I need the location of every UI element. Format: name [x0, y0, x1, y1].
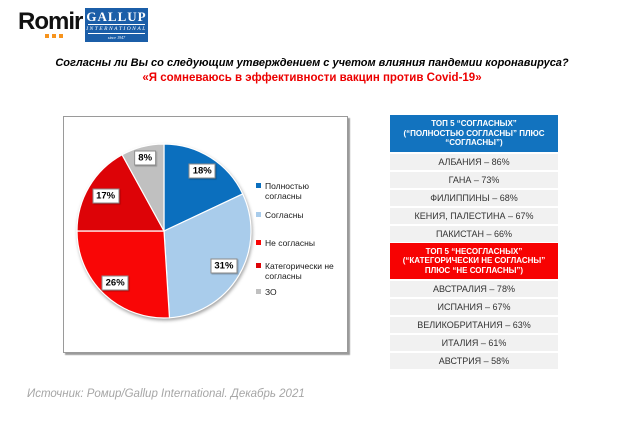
- pie-chart: [76, 143, 252, 319]
- agree-header-line-2: “СОГЛАСНЫ”): [445, 138, 503, 147]
- gallup-logo-title: GALLUP: [86, 9, 147, 24]
- legend-label: Согласны: [265, 210, 304, 220]
- disagree-header-line-0: ТОП 5 “НЕСОГЛАСНЫХ”: [425, 246, 523, 256]
- pie-data-label-2: 26%: [101, 275, 129, 291]
- disagree-row-0: АВСТРАЛИЯ – 78%: [390, 281, 558, 297]
- gallup-logo-subtitle: INTERNATIONAL: [86, 26, 147, 32]
- gallup-logo-since: since 1947: [107, 35, 126, 40]
- pie-slice-3: [76, 153, 166, 232]
- pie-slice-2: [76, 230, 171, 319]
- legend-item-4: ЗО: [256, 287, 344, 297]
- romir-logo: Romir: [18, 8, 83, 35]
- gallup-logo-divider: [88, 33, 145, 34]
- pie-slice-4: [121, 143, 165, 232]
- legend-item-3: Категорически не согласны: [256, 261, 344, 281]
- disagree-header-line-2: ПЛЮС “НЕ СОГЛАСНЫ”): [424, 265, 524, 275]
- disagree-row-4: АВСТРИЯ – 58%: [390, 353, 558, 369]
- disagree-row-3: ИТАЛИЯ – 61%: [390, 335, 558, 351]
- top5-disagree-header: ТОП 5 “НЕСОГЛАСНЫХ” (“КАТЕГОРИЧЕСКИ НЕ СО…: [390, 242, 558, 279]
- chart-legend: Полностью согласны Согласны Не согласны Кат…: [256, 181, 344, 297]
- legend-swatch-icon: [256, 212, 261, 217]
- gallup-international-logo: GALLUP INTERNATIONAL since 1947: [85, 8, 148, 42]
- pie-data-label-4: 8%: [134, 150, 157, 166]
- survey-statement-title: «Я сомневаюсь в эффективности вакцин про…: [142, 72, 482, 84]
- legend-swatch-icon: [256, 240, 261, 245]
- top5-agree-header: ТОП 5 “СОГЛАСНЫХ” (“ПОЛНОСТЬЮ СОГЛАСНЫ” П…: [390, 115, 558, 152]
- agree-row-1: ГАНА – 73%: [390, 171, 558, 188]
- agree-header-line-0: ТОП 5 “СОГЛАСНЫХ”: [431, 119, 517, 128]
- pie-slices: [76, 143, 252, 319]
- disagree-row-2: ВЕЛИКОБРИТАНИЯ – 63%: [390, 317, 558, 333]
- agree-row-4: ПАКИСТАН – 66%: [390, 225, 558, 242]
- pie-data-label-0: 18%: [188, 163, 216, 179]
- legend-item-1: Согласны: [256, 210, 344, 220]
- pie-data-label-3: 17%: [92, 188, 120, 204]
- pie-slice-1: [163, 193, 252, 319]
- top5-disagree-rows: АВСТРАЛИЯ – 78% ИСПАНИЯ – 67% ВЕЛИКОБРИТАН…: [390, 281, 558, 369]
- top5-agree-rows: АЛБАНИЯ – 86% ГАНА – 73% ФИЛИППИНЫ – 68% КЕ…: [390, 153, 558, 242]
- legend-label: Категорически не согласны: [265, 261, 334, 281]
- disagree-header-line-1: (“КАТЕГОРИЧЕСКИ НЕ СОГЛАСНЫ”: [402, 256, 546, 265]
- legend-swatch-icon: [256, 183, 261, 188]
- pie-slice-0: [163, 143, 244, 232]
- disagree-row-1: ИСПАНИЯ – 67%: [390, 299, 558, 315]
- legend-label: ЗО: [265, 287, 277, 297]
- legend-item-2: Не согласны: [256, 238, 344, 248]
- agree-row-0: АЛБАНИЯ – 86%: [390, 153, 558, 170]
- legend-label: Полностью согласны: [265, 181, 309, 201]
- agree-header-line-1: (“ПОЛНОСТЬЮ СОГЛАСНЫ” ПЛЮС: [403, 128, 545, 138]
- legend-swatch-icon: [256, 289, 261, 294]
- top5-panels: ТОП 5 “СОГЛАСНЫХ” (“ПОЛНОСТЬЮ СОГЛАСНЫ” П…: [390, 115, 558, 370]
- pie-data-label-1: 31%: [210, 258, 238, 274]
- source-note: Источник: Ромир/Gallup International. Де…: [27, 388, 305, 400]
- gallup-logo-divider: [88, 24, 145, 25]
- pie-chart-panel: 18% 31% 26% 17% 8% Полностью согласны Согласн…: [63, 116, 348, 353]
- romir-dots-icon: [45, 34, 63, 38]
- survey-question-title: Согласны ли Вы со следующим утверждением…: [55, 57, 569, 69]
- agree-row-3: КЕНИЯ, ПАЛЕСТИНА – 67%: [390, 207, 558, 224]
- agree-row-2: ФИЛИППИНЫ – 68%: [390, 189, 558, 206]
- legend-item-0: Полностью согласны: [256, 181, 344, 201]
- legend-swatch-icon: [256, 263, 261, 268]
- legend-label: Не согласны: [265, 238, 315, 248]
